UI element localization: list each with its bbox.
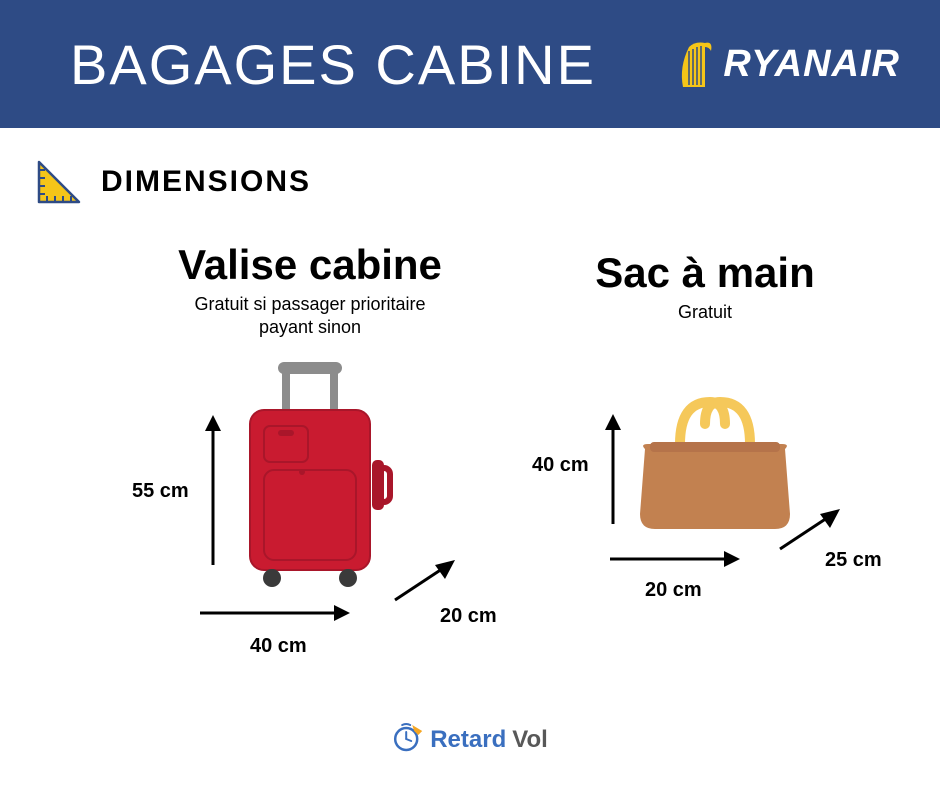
airline-logo: RYANAIR [675,39,900,89]
handbag-column: Sac à main Gratuit 40 cm [540,249,870,694]
handbag-subtitle: Gratuit [678,301,732,324]
harp-icon [675,39,715,89]
section-title: DIMENSIONS [101,165,311,199]
footer-brand: RetardVol [392,721,548,758]
handbag-diagram: 40 cm 20 cm 25 cm [540,394,870,694]
footer-brand-part2: Vol [512,726,548,754]
width-arrow-icon [200,598,350,628]
suitcase-diagram: 55 cm 40 cm 20 cm [140,360,480,680]
airline-name: RYANAIR [723,43,900,86]
height-arrow-icon [198,415,228,565]
suitcase-icon [230,360,410,590]
handbag-width-label: 20 cm [645,579,702,602]
footer-brand-part1: Retard [430,726,506,754]
header-bar: BAGAGES CABINE RYANAIR [0,0,940,128]
page-title: BAGAGES CABINE [70,32,596,97]
suitcase-height-label: 55 cm [132,480,189,503]
suitcase-title: Valise cabine [178,241,442,289]
section-header: DIMENSIONS [0,128,940,206]
content-area: Valise cabine Gratuit si passager priori… [0,206,940,694]
handbag-depth-label: 25 cm [825,549,882,572]
clock-plane-icon [392,721,424,758]
ruler-icon [35,158,83,206]
suitcase-subtitle: Gratuit si passager prioritaire payant s… [194,293,425,340]
width-arrow-icon [610,544,740,574]
handbag-height-label: 40 cm [532,454,589,477]
height-arrow-icon [598,414,628,524]
handbag-title: Sac à main [595,249,814,297]
suitcase-column: Valise cabine Gratuit si passager priori… [120,241,500,694]
suitcase-width-label: 40 cm [250,635,307,658]
suitcase-depth-label: 20 cm [440,605,497,628]
